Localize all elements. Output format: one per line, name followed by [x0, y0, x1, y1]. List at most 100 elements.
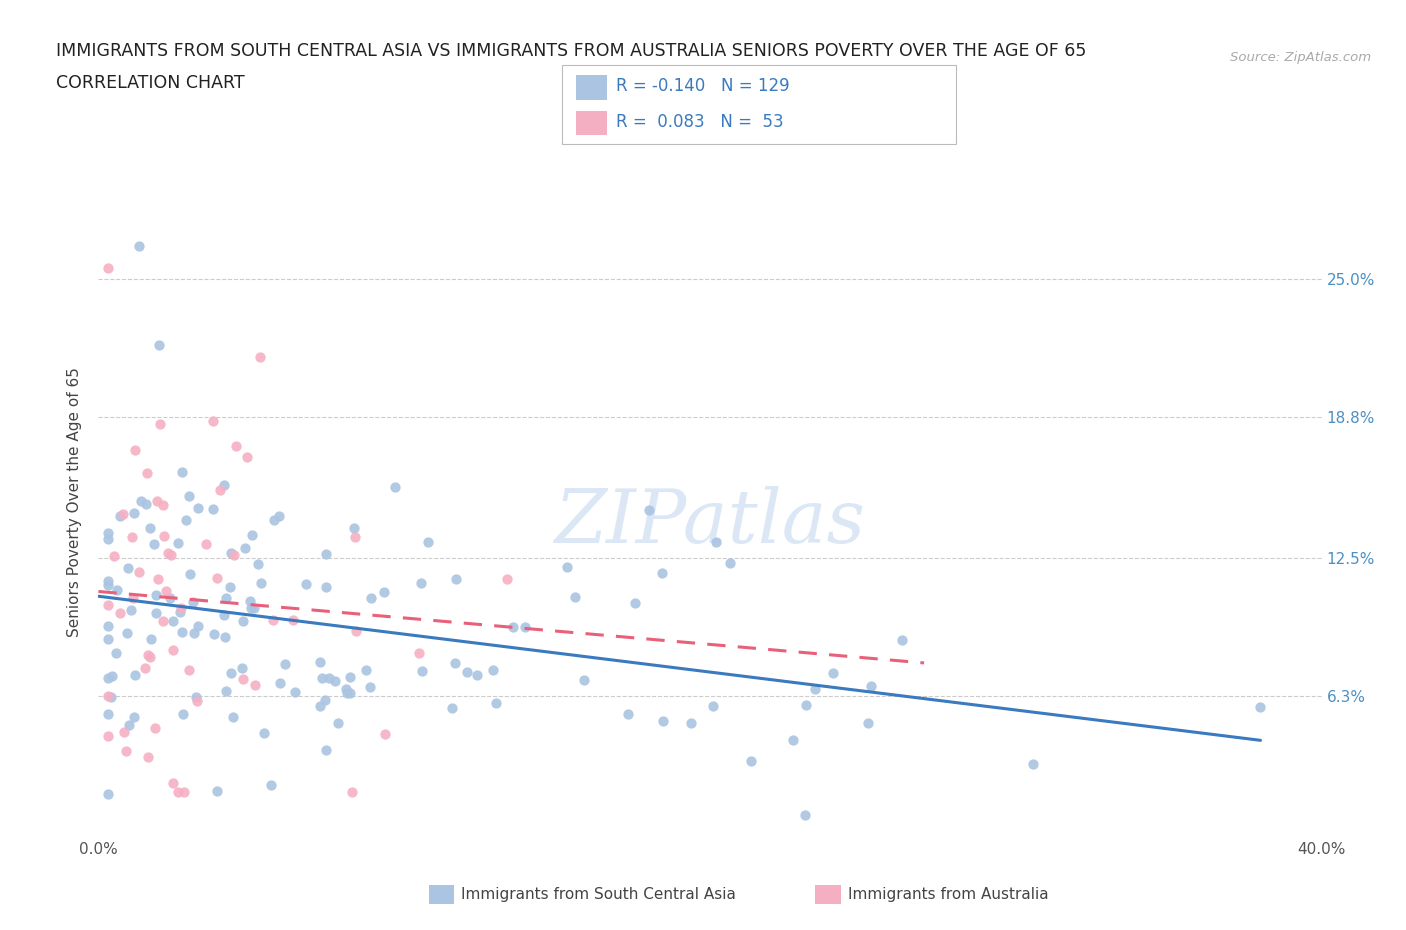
Point	[128, 238, 150, 253]
Point	[564, 590, 586, 604]
Point	[374, 726, 396, 741]
Point	[416, 535, 439, 550]
Point	[122, 505, 145, 520]
Point	[115, 744, 138, 759]
Point	[804, 682, 827, 697]
Point	[101, 669, 124, 684]
Point	[702, 698, 724, 713]
Point	[108, 509, 131, 524]
Point	[186, 693, 208, 708]
Point	[704, 535, 727, 550]
Point	[97, 531, 120, 546]
Point	[225, 439, 247, 454]
Point	[224, 548, 246, 563]
Point	[155, 583, 177, 598]
Point	[740, 753, 762, 768]
Point	[231, 660, 253, 675]
Point	[215, 591, 238, 605]
Text: Source: ZipAtlas.com: Source: ZipAtlas.com	[1230, 51, 1371, 64]
Point	[141, 631, 163, 646]
Point	[354, 663, 377, 678]
Point	[100, 689, 122, 704]
Point	[243, 678, 266, 693]
Point	[314, 693, 336, 708]
Point	[166, 536, 188, 551]
Text: Immigrants from Australia: Immigrants from Australia	[848, 887, 1049, 902]
Point	[652, 713, 675, 728]
Point	[156, 545, 179, 560]
Text: Immigrants from South Central Asia: Immigrants from South Central Asia	[461, 887, 737, 902]
Point	[315, 547, 337, 562]
Point	[1022, 756, 1045, 771]
Point	[97, 578, 120, 592]
Point	[624, 596, 647, 611]
Point	[187, 618, 209, 633]
Point	[162, 643, 184, 658]
Point	[170, 625, 193, 640]
Point	[172, 465, 194, 480]
Point	[411, 664, 433, 679]
Point	[103, 549, 125, 564]
Point	[117, 561, 139, 576]
Text: R =  0.083   N =  53: R = 0.083 N = 53	[616, 113, 783, 131]
Point	[179, 662, 201, 677]
Point	[111, 507, 134, 522]
Point	[181, 594, 204, 609]
Point	[444, 656, 467, 671]
Point	[311, 671, 333, 685]
Point	[97, 707, 120, 722]
Point	[172, 706, 194, 721]
Point	[166, 785, 188, 800]
Point	[219, 579, 242, 594]
Point	[122, 710, 145, 724]
Point	[267, 509, 290, 524]
Point	[572, 673, 595, 688]
Point	[149, 417, 172, 432]
Point	[344, 623, 367, 638]
Point	[173, 785, 195, 800]
Point	[202, 413, 225, 428]
Point	[97, 618, 120, 633]
Text: ZIPatlas: ZIPatlas	[554, 486, 866, 559]
Point	[97, 525, 120, 540]
Point	[122, 591, 145, 605]
Point	[139, 649, 162, 664]
Point	[513, 619, 536, 634]
Point	[221, 545, 243, 560]
Point	[214, 478, 236, 493]
Point	[315, 579, 337, 594]
Point	[502, 620, 524, 635]
Point	[215, 684, 238, 698]
Point	[162, 776, 184, 790]
Point	[174, 512, 197, 527]
Point	[247, 557, 270, 572]
Point	[617, 707, 640, 722]
Point	[112, 724, 135, 739]
Point	[142, 537, 165, 551]
Point	[187, 500, 209, 515]
Point	[821, 666, 844, 681]
Point	[118, 717, 141, 732]
Point	[222, 710, 245, 724]
Point	[336, 685, 359, 700]
Point	[145, 721, 167, 736]
Point	[219, 666, 242, 681]
Point	[408, 645, 430, 660]
Point	[129, 494, 152, 509]
Point	[859, 679, 882, 694]
Point	[212, 607, 235, 622]
Point	[97, 728, 120, 743]
Point	[240, 527, 263, 542]
Point	[105, 645, 128, 660]
Point	[97, 573, 120, 588]
Point	[485, 696, 508, 711]
Point	[121, 603, 143, 618]
Point	[239, 593, 262, 608]
Point	[249, 350, 271, 365]
Point	[97, 689, 120, 704]
Point	[97, 671, 120, 685]
Point	[183, 625, 205, 640]
Point	[359, 680, 381, 695]
Point	[315, 742, 337, 757]
Point	[794, 698, 817, 712]
